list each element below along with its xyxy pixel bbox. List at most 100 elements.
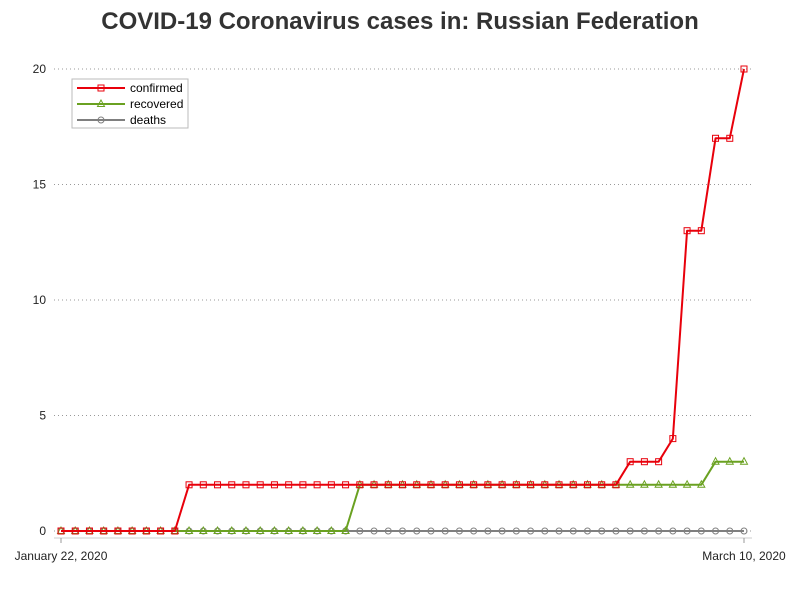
data-point-confirmed [598, 481, 606, 489]
data-point-confirmed [142, 527, 150, 535]
data-point-confirmed [583, 481, 591, 489]
data-point-deaths [370, 527, 378, 535]
data-point-confirmed [57, 527, 65, 535]
data-point-confirmed [455, 481, 463, 489]
data-point-confirmed [427, 481, 435, 489]
data-point-confirmed [71, 527, 79, 535]
data-point-confirmed [569, 481, 577, 489]
data-point-confirmed [697, 227, 705, 235]
data-point-confirmed [285, 481, 293, 489]
data-point-recovered [312, 525, 322, 534]
data-point-confirmed [498, 481, 506, 489]
data-point-deaths [598, 527, 606, 535]
data-point-confirmed [114, 527, 122, 535]
data-point-confirmed [484, 481, 492, 489]
data-point-recovered [255, 525, 265, 534]
data-point-recovered [625, 479, 635, 488]
data-point-recovered [213, 525, 222, 534]
data-point-deaths [626, 527, 634, 535]
data-point-confirmed [441, 481, 449, 489]
data-point-confirmed [327, 481, 335, 489]
data-point-deaths [455, 527, 463, 535]
data-point-confirmed [214, 481, 222, 489]
data-point-recovered [241, 525, 251, 534]
data-point-confirmed [640, 458, 648, 466]
x-tick-label: January 22, 2020 [15, 549, 108, 563]
data-point-confirmed [299, 481, 307, 489]
data-point-confirmed [413, 481, 421, 489]
legend-marker-confirmed [97, 84, 105, 92]
data-point-deaths [498, 527, 506, 535]
data-point-recovered [711, 456, 720, 465]
data-point-recovered [682, 479, 692, 488]
data-point-recovered [284, 525, 294, 534]
data-point-deaths [583, 527, 591, 535]
data-point-deaths [384, 527, 392, 535]
data-point-deaths [569, 527, 577, 535]
data-point-confirmed [356, 481, 364, 489]
legend-label-confirmed: confirmed [130, 81, 183, 95]
data-point-recovered [327, 525, 336, 534]
data-point-confirmed [399, 481, 406, 489]
legend-marker-recovered [96, 98, 106, 107]
y-tick-label: 5 [39, 409, 46, 423]
data-point-recovered [184, 525, 194, 534]
data-point-confirmed [242, 481, 250, 489]
data-point-confirmed [199, 481, 207, 489]
data-point-deaths [441, 527, 449, 535]
data-point-recovered [198, 525, 208, 534]
data-point-deaths [413, 527, 421, 535]
data-point-deaths [427, 527, 435, 535]
data-point-confirmed [384, 481, 392, 489]
legend-label-recovered: recovered [130, 97, 183, 111]
data-point-confirmed [370, 481, 378, 489]
data-point-deaths [697, 527, 705, 535]
data-point-deaths [740, 527, 748, 535]
data-point-deaths [484, 527, 492, 535]
data-point-recovered [654, 479, 663, 488]
data-point-deaths [669, 527, 677, 535]
data-point-confirmed [100, 527, 108, 535]
data-point-deaths [541, 527, 549, 535]
data-point-confirmed [157, 527, 165, 535]
chart-title: COVID-19 Coronavirus cases in: Russian F… [101, 8, 699, 35]
data-point-confirmed [256, 481, 264, 489]
data-point-confirmed [726, 134, 734, 142]
data-point-confirmed [655, 458, 663, 466]
data-point-confirmed [527, 481, 535, 489]
x-tick-label: March 10, 2020 [702, 549, 786, 563]
y-tick-label: 15 [33, 178, 47, 192]
data-point-recovered [725, 456, 735, 465]
data-point-deaths [527, 527, 535, 535]
data-point-confirmed [626, 458, 634, 466]
data-point-confirmed [171, 527, 179, 535]
data-point-confirmed [555, 481, 563, 489]
series-line-recovered [61, 460, 744, 532]
data-point-confirmed [342, 481, 350, 489]
data-point-recovered [668, 479, 678, 488]
data-point-confirmed [185, 481, 193, 489]
legend-label-deaths: deaths [130, 113, 166, 127]
y-tick-label: 20 [33, 62, 47, 76]
data-point-confirmed [512, 481, 520, 489]
data-point-deaths [726, 527, 734, 535]
data-point-confirmed [541, 481, 549, 489]
data-point-confirmed [270, 481, 278, 489]
data-point-confirmed [712, 134, 720, 142]
data-point-recovered [298, 525, 308, 534]
data-point-deaths [655, 527, 663, 535]
data-point-recovered [640, 479, 649, 488]
data-point-deaths [712, 527, 720, 535]
data-point-confirmed [228, 481, 236, 489]
data-point-deaths [640, 527, 648, 535]
data-point-deaths [470, 527, 478, 535]
data-point-confirmed [470, 481, 478, 489]
data-point-deaths [512, 527, 520, 535]
data-point-confirmed [683, 227, 691, 235]
data-point-confirmed [313, 481, 321, 489]
series-line-confirmed [61, 68, 745, 532]
data-point-recovered [270, 525, 279, 534]
data-point-recovered [696, 479, 706, 488]
data-point-confirmed [612, 481, 620, 489]
